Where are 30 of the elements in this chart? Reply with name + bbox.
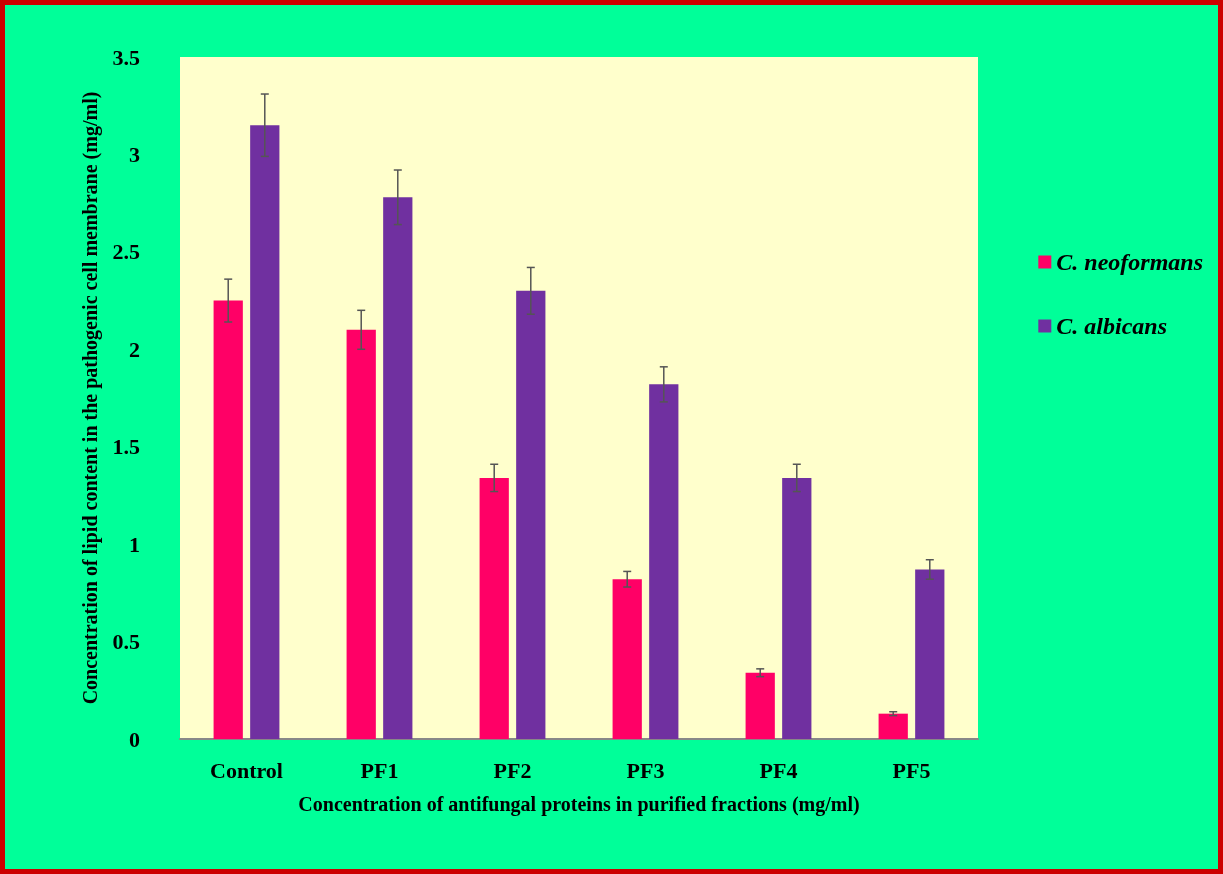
bar xyxy=(782,477,812,739)
x-tick-label: PF1 xyxy=(360,757,399,783)
bar xyxy=(612,579,642,739)
y-tick-label: 2 xyxy=(129,336,140,362)
x-tick-label: PF3 xyxy=(626,757,665,783)
legend-label: C. neoformans xyxy=(1056,249,1204,275)
y-axis-title: Concentration of lipid content in the pathogenic cell membrane (mg/ml) xyxy=(78,91,102,705)
x-tick-label: PF5 xyxy=(892,757,931,783)
x-tick-label: PF2 xyxy=(493,757,532,783)
bar xyxy=(250,125,280,739)
legend-label: C. albicans xyxy=(1056,313,1167,339)
x-axis-title: Concentration of antifungal proteins in purified fractions (mg/ml) xyxy=(298,793,860,816)
y-tick-label: 3.5 xyxy=(112,44,140,70)
bar xyxy=(516,290,546,739)
bar xyxy=(213,300,243,739)
bar xyxy=(915,569,945,739)
bar xyxy=(346,329,376,739)
x-tick-label: PF4 xyxy=(759,757,798,783)
bar xyxy=(383,197,413,739)
bar xyxy=(878,713,908,739)
bar xyxy=(745,672,775,739)
y-tick-label: 2.5 xyxy=(112,239,140,265)
y-tick-label: 0.5 xyxy=(112,629,140,655)
y-tick-label: 3 xyxy=(129,141,140,167)
y-tick-label: 1.5 xyxy=(112,434,140,460)
bar xyxy=(479,477,509,739)
bar xyxy=(649,384,679,739)
y-tick-label: 0 xyxy=(129,726,140,752)
x-tick-label: Control xyxy=(210,757,283,783)
y-tick-label: 1 xyxy=(129,531,140,557)
